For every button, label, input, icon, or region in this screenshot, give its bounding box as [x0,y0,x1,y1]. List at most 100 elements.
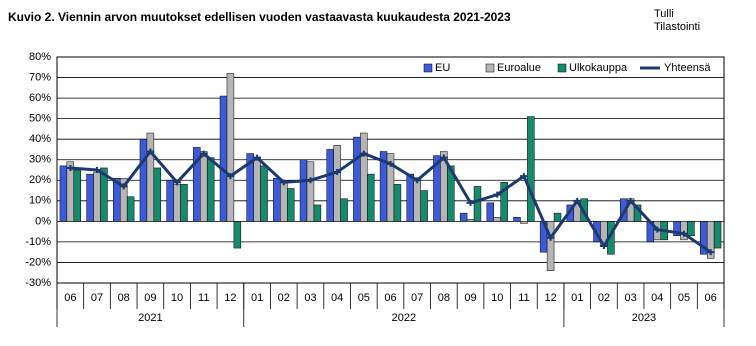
marker [546,234,555,241]
x-tick-label: 01 [571,292,583,304]
y-tick-label: 70% [29,71,51,83]
bar [166,180,174,222]
y-tick-label: 60% [29,92,51,104]
legend-label: Yhteensä [664,62,711,74]
marker [119,183,128,190]
bar [313,204,322,222]
bar [253,157,261,222]
year-label: 2021 [138,312,162,324]
y-tick-label: 0% [35,215,51,227]
x-tick-label: 03 [304,292,316,304]
marker [679,230,688,237]
bar [326,149,334,222]
x-tick-label: 10 [491,292,503,304]
bar [126,196,135,222]
legend-label: Euroalue [497,62,541,74]
y-tick-label: -10% [25,236,51,248]
x-tick-label: 04 [651,292,663,304]
bar [59,165,68,222]
marker [573,197,582,204]
marker [146,148,155,155]
x-tick-label: 02 [278,292,290,304]
marker [493,191,502,198]
marker [306,177,315,184]
marker [653,226,662,233]
bar [367,173,375,222]
bar [493,217,501,222]
bar [360,132,368,222]
y-tick-label: 30% [29,154,51,166]
bar [447,165,455,222]
marker [279,179,288,186]
bar [500,182,508,222]
bar [459,212,468,222]
x-tick-label: 04 [331,292,343,304]
legend-swatch [485,63,495,73]
bar [173,184,181,222]
bar [226,73,235,222]
x-tick-label: 07 [91,292,103,304]
bar [393,184,402,222]
x-tick-label: 07 [411,292,423,304]
bar [546,221,555,271]
marker [413,177,422,184]
x-tick-label: 03 [624,292,636,304]
x-tick-label: 12 [544,292,556,304]
bar [513,217,521,222]
marker [253,154,262,161]
bar [180,184,188,222]
x-tick-label: 06 [705,292,717,304]
bar [273,177,281,222]
bar [473,186,482,222]
bar [100,167,108,222]
marker [173,179,182,186]
x-tick-label: 08 [438,292,450,304]
x-tick-label: 11 [198,292,209,304]
year-label: 2022 [392,312,416,324]
x-tick-label: 06 [384,292,396,304]
x-tick-label: 08 [118,292,130,304]
bar [73,169,81,222]
chart-title: Kuvio 2. Viennin arvon muutokset edellis… [8,10,511,24]
marker [386,160,395,167]
bar [520,221,528,224]
bar [233,221,242,249]
source: Tilastointi [654,21,700,33]
bar [527,116,535,222]
bar [200,151,208,222]
bar [420,190,428,222]
bar [486,202,495,222]
legend-label: EU [435,62,450,74]
marker [706,249,715,256]
y-tick-label: 10% [29,195,51,207]
bar [466,219,475,222]
legend-box [420,60,718,76]
x-tick-label: 09 [464,292,476,304]
y-tick-label: -30% [25,277,51,289]
bar [286,188,295,222]
bar [353,136,361,222]
x-tick-label: 10 [171,292,183,304]
marker [519,173,528,180]
bar [299,159,308,222]
x-tick-label: 09 [144,292,156,304]
bar [280,182,288,222]
bar [219,95,228,222]
x-tick-label: 05 [678,292,690,304]
marker [626,197,635,204]
bar [340,198,348,222]
y-tick-label: 50% [29,113,51,125]
bar [306,161,315,222]
y-tick-label: 40% [29,133,51,145]
bar [406,173,414,222]
marker [439,154,448,161]
y-tick-label: -20% [25,256,51,268]
marker [466,199,475,206]
y-tick-label: 20% [29,174,51,186]
legend-swatch [423,63,433,73]
bar [687,221,695,236]
marker [359,150,368,157]
bar [553,212,562,222]
